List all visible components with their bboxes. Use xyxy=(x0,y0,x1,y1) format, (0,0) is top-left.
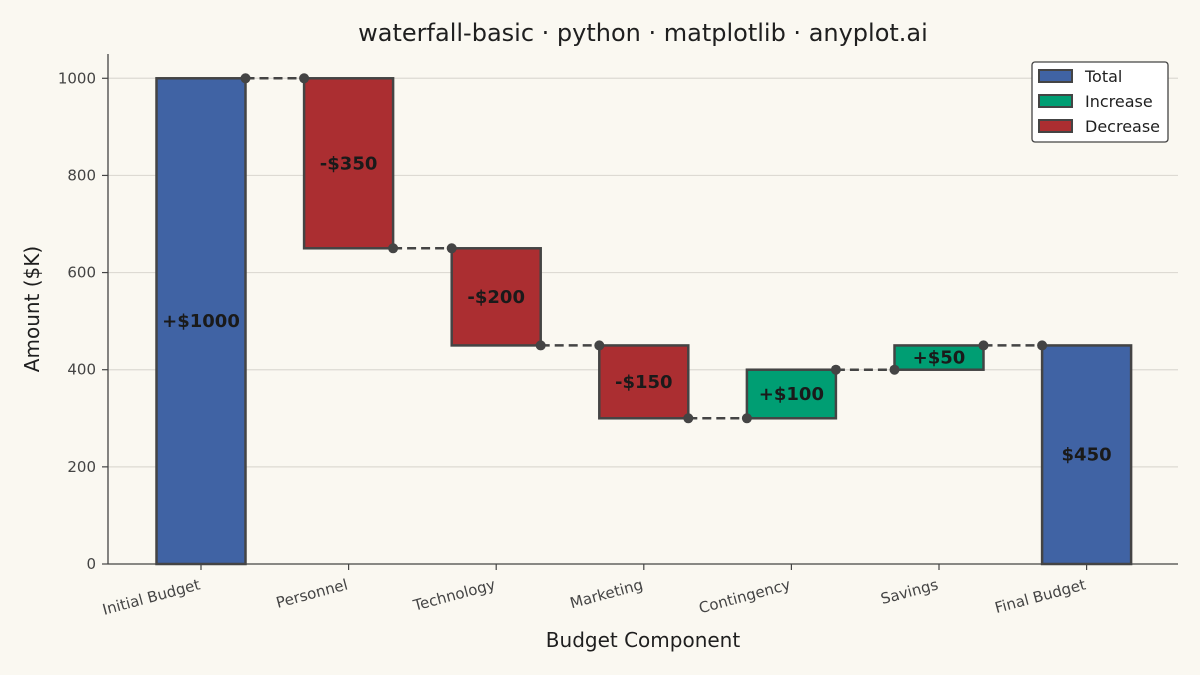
bar-value-label: -$350 xyxy=(320,153,378,174)
x-axis-label: Budget Component xyxy=(546,628,741,652)
bars xyxy=(155,77,1133,566)
connector-point xyxy=(889,364,900,375)
chart-title: waterfall-basic · python · matplotlib · … xyxy=(358,19,928,47)
legend: Total Increase Decrease xyxy=(1031,61,1169,143)
x-tick-label: Personnel xyxy=(274,575,349,611)
legend-swatch xyxy=(1038,119,1073,133)
bar-value-label: +$100 xyxy=(759,384,824,405)
bar-increase xyxy=(893,344,985,371)
connector-point xyxy=(299,73,310,84)
x-tick-label: Final Budget xyxy=(993,575,1088,617)
bar-decrease xyxy=(302,77,395,250)
legend-swatch xyxy=(1038,69,1073,83)
x-tick-label: Contingency xyxy=(697,575,793,617)
bar-value-label: +$50 xyxy=(913,348,966,369)
bar-value-label: -$150 xyxy=(615,372,673,393)
x-tick-label: Savings xyxy=(879,575,940,608)
connector-point xyxy=(446,243,457,254)
legend-label: Total xyxy=(1084,67,1122,86)
connector-point xyxy=(978,340,989,351)
bar-increase xyxy=(745,368,838,420)
bar-total xyxy=(155,77,247,566)
connector-point xyxy=(388,243,399,254)
connector-point xyxy=(594,340,605,351)
x-tick-label: Technology xyxy=(410,575,497,614)
bar-decrease xyxy=(598,344,690,420)
legend-label: Increase xyxy=(1085,92,1153,111)
legend-label: Decrease xyxy=(1085,117,1160,136)
connector-point xyxy=(240,73,251,84)
connector-point xyxy=(1037,340,1048,351)
bar-value-label: +$1000 xyxy=(162,311,240,332)
y-ticks: 0 200 400 600 800 1000 xyxy=(58,69,108,573)
connectors xyxy=(245,77,1043,420)
y-tick-label: 0 xyxy=(86,555,96,573)
bar-total xyxy=(1040,344,1133,566)
connector-points xyxy=(240,73,1048,424)
legend-swatch xyxy=(1038,94,1073,108)
y-axis-label: Amount ($K) xyxy=(20,246,44,372)
bar-value-label: $450 xyxy=(1062,445,1112,466)
bar-decrease xyxy=(450,247,542,347)
data-labels: +$1000 -$350 -$200 -$150 +$100 +$50 $450 xyxy=(162,153,1112,465)
y-tick-label: 400 xyxy=(67,361,96,379)
x-tick-label: Marketing xyxy=(568,575,645,612)
y-tick-label: 600 xyxy=(67,264,96,282)
y-tick-label: 800 xyxy=(67,166,96,184)
x-tick-label: Initial Budget xyxy=(101,575,203,618)
y-tick-label: 200 xyxy=(67,458,96,476)
y-tick-label: 1000 xyxy=(58,69,96,87)
connector-point xyxy=(683,413,694,424)
connector-point xyxy=(830,364,841,375)
connector-point xyxy=(741,413,752,424)
axes xyxy=(107,54,1178,565)
connector-point xyxy=(535,340,546,351)
x-ticks: Initial Budget Personnel Technology Marketi… xyxy=(101,564,1088,619)
bar-value-label: -$200 xyxy=(467,287,525,308)
gridlines xyxy=(108,77,1178,468)
